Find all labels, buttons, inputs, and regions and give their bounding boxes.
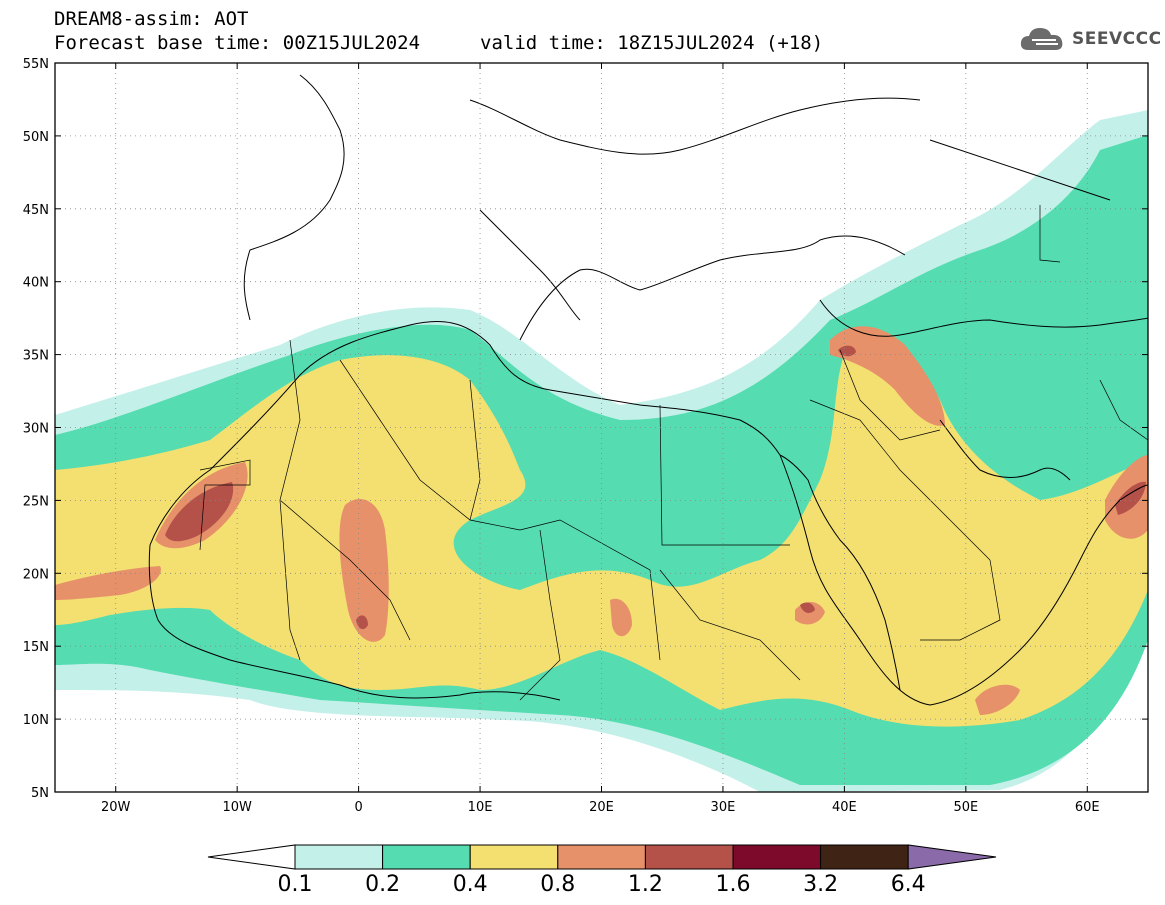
logo-text: SEEVCCC xyxy=(1072,29,1162,49)
lon-tick-label: 0 xyxy=(354,800,362,815)
lon-tick-label: 50E xyxy=(953,800,978,815)
lat-tick-label: 45N xyxy=(23,203,49,218)
lat-tick-label: 40N xyxy=(23,276,49,291)
country-borders xyxy=(199,205,1148,701)
lat-tick-label: 20N xyxy=(23,567,49,582)
lon-tick-label: 10W xyxy=(222,800,252,815)
colorbar-label: 0.1 xyxy=(278,872,313,897)
lon-tick-label: 20W xyxy=(101,800,131,815)
colorbar-box xyxy=(732,844,822,870)
lon-tick-label: 60E xyxy=(1075,800,1100,815)
colorbar-box xyxy=(382,844,471,870)
colorbar-box xyxy=(294,844,384,870)
coastlines xyxy=(148,74,1148,706)
colorbar-label: 1.6 xyxy=(716,872,751,897)
map-title: DREAM8-assim: AOT xyxy=(54,8,249,30)
aot-band-0.8-f xyxy=(975,684,1020,715)
aot-band-1.2-c xyxy=(1115,481,1146,515)
lat-tick-label: 10N xyxy=(23,713,49,728)
colorbar: 0.1 0.2 0.4 0.8 1.2 1.6 3.2 6.4 xyxy=(207,844,997,897)
colorbar-label: 3.2 xyxy=(803,872,838,897)
lon-tick-label: 10E xyxy=(468,800,493,815)
colorbar-max-triangle xyxy=(907,844,997,870)
aot-band-0.4 xyxy=(55,338,1148,727)
colorbar-label: 0.4 xyxy=(453,872,488,897)
lon-tick-label: 30E xyxy=(711,800,736,815)
aot-band-1.2-e xyxy=(800,602,815,613)
lon-tick-label: 20E xyxy=(589,800,614,815)
lat-tick-label: 35N xyxy=(23,349,49,364)
aot-band-1.2-a xyxy=(165,482,234,542)
colorbar-min-triangle xyxy=(207,844,296,870)
aot-band-0.8-b xyxy=(55,566,161,600)
aot-field xyxy=(55,110,1148,792)
valid-time: valid time: 18Z15JUL2024 (+18) xyxy=(480,32,824,54)
colorbar-box xyxy=(469,844,559,870)
aot-band-0.8-g xyxy=(610,598,632,637)
lat-tick-label: 30N xyxy=(23,422,49,437)
aot-band-0.8-c xyxy=(339,498,389,642)
colorbar-box xyxy=(557,844,646,870)
cloud-icon xyxy=(1020,28,1063,50)
forecast-base-time: Forecast base time: 00Z15JUL2024 xyxy=(54,32,421,54)
colorbar-label: 0.2 xyxy=(365,872,400,897)
colorbar-box xyxy=(820,844,909,870)
aot-band-0.8-d xyxy=(830,326,945,426)
lat-tick-label: 25N xyxy=(23,494,49,509)
lat-tick-label: 15N xyxy=(23,640,49,655)
lat-tick-label: 55N xyxy=(23,57,49,72)
lon-tick-label: 40E xyxy=(832,800,857,815)
seevccc-logo: SEEVCCC xyxy=(1018,24,1162,54)
axis-ticks: 20W 10W 0 10E 20E 30E 40E 50E 60E 55N 50N 45N 40N 35N… xyxy=(23,57,1148,815)
lat-tick-label: 50N xyxy=(23,130,49,145)
lat-tick-label: 5N xyxy=(31,786,49,801)
colorbar-label: 0.8 xyxy=(540,872,575,897)
aot-band-1.2-b xyxy=(838,345,856,357)
colorbar-label: 1.2 xyxy=(628,872,663,897)
colorbar-box xyxy=(644,844,734,870)
colorbar-label: 6.4 xyxy=(891,872,926,897)
